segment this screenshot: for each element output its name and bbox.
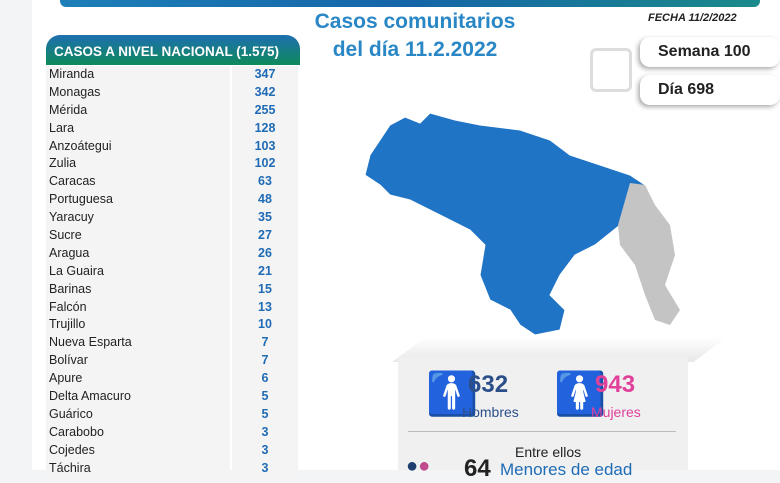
- state-name: Táchira: [46, 459, 230, 478]
- state-cases: 63: [232, 173, 298, 192]
- table-row: Portuguesa 48: [46, 191, 298, 210]
- state-cases: 21: [232, 262, 298, 281]
- state-name: Sucre: [46, 227, 230, 245]
- state-cases: 27: [232, 227, 298, 245]
- state-name: Apure: [46, 370, 230, 389]
- man-icon: 🚹: [426, 370, 479, 417]
- women-label: Mujeres: [591, 404, 641, 420]
- minors-label: Menores de edad: [500, 460, 633, 479]
- state-name: Zulia: [46, 155, 230, 174]
- state-name: Cojedes: [46, 441, 230, 460]
- state-name: Lara: [46, 119, 230, 138]
- table-row: Trujillo 10: [46, 316, 298, 335]
- map-states: [364, 112, 646, 336]
- state-cases: 5: [232, 388, 298, 406]
- state-cases: 26: [232, 244, 298, 263]
- table-row: La Guaira 21: [46, 262, 298, 281]
- entre-ellos-label: Entre ellos: [515, 444, 582, 460]
- state-cases: 342: [232, 83, 298, 102]
- table-row: Aragua 26: [46, 244, 298, 263]
- top-banner: [60, 0, 760, 7]
- table-row: Guárico 5: [46, 405, 298, 424]
- table-row: Zulia 102: [46, 155, 298, 174]
- title-line-1: Casos comunitarios: [314, 10, 516, 33]
- state-cases: 10: [232, 316, 298, 335]
- state-name: Portuguesa: [46, 191, 230, 210]
- table-row: Caracas 63: [46, 173, 298, 192]
- table-row: Lara 128: [46, 119, 298, 138]
- divider: [408, 431, 676, 432]
- table-row: Anzoátegui 103: [46, 137, 298, 156]
- men-label: Hombres: [462, 404, 519, 420]
- state-name: Anzoátegui: [46, 137, 230, 156]
- page-title: Casos comunitarios del día 11.2.2022: [300, 8, 530, 64]
- title-line-2: del día 11.2.2022: [332, 38, 498, 61]
- state-name: Carabobo: [46, 423, 230, 442]
- state-name: Bolívar: [46, 352, 230, 371]
- woman-icon: 🚺: [554, 370, 607, 417]
- state-cases: 15: [232, 280, 298, 299]
- men-count: 632: [468, 371, 509, 398]
- state-cases: 3: [232, 459, 298, 478]
- state-name: Barinas: [46, 280, 230, 299]
- state-name: La Guaira: [46, 262, 230, 281]
- table-row: Cojedes 3: [46, 441, 298, 460]
- state-name: Aragua: [46, 244, 230, 263]
- table-row: Yaracuy 35: [46, 209, 298, 228]
- state-name: Falcón: [46, 298, 230, 317]
- state-name: Nueva Esparta: [46, 334, 230, 353]
- state-cases: 255: [232, 101, 298, 120]
- state-cases: 35: [232, 209, 298, 228]
- table-row: Apure 6: [46, 370, 298, 389]
- table-row: Nueva Esparta 7: [46, 334, 298, 353]
- state-name: Trujillo: [46, 316, 230, 335]
- women-count: 943: [595, 371, 636, 398]
- state-name: Miranda: [46, 66, 230, 84]
- calendar-icon: [590, 48, 632, 92]
- minors-count: 64: [464, 455, 491, 482]
- state-table: Miranda 347 Monagas 342 Mérida 255 Lara 128 Anzo…: [46, 66, 298, 478]
- table-row: Bolívar 7: [46, 352, 298, 371]
- week-badge: Semana 100: [640, 37, 780, 67]
- table-row: Carabobo 3: [46, 423, 298, 442]
- table-row: Barinas 15: [46, 280, 298, 299]
- state-name: Monagas: [46, 83, 230, 102]
- state-cases: 5: [232, 405, 298, 424]
- state-cases: 128: [232, 119, 298, 138]
- table-row: Mérida 255: [46, 101, 298, 120]
- state-cases: 7: [232, 352, 298, 371]
- state-cases: 3: [232, 423, 298, 442]
- state-name: Mérida: [46, 101, 230, 120]
- state-cases: 13: [232, 298, 298, 317]
- stats-panel: 🚹 632 Hombres 🚺 943 Mujeres Entre ellos …: [398, 357, 688, 482]
- table-row: Sucre 27: [46, 227, 298, 245]
- date-label: FECHA 11/2/2022: [648, 12, 737, 24]
- table-row: Falcón 13: [46, 298, 298, 317]
- state-cases: 347: [232, 66, 298, 84]
- state-cases: 103: [232, 137, 298, 156]
- table-header: CASOS A NIVEL NACIONAL (1.575): [46, 35, 300, 65]
- state-cases: 7: [232, 334, 298, 353]
- state-name: Yaracuy: [46, 209, 230, 228]
- table-row: Miranda 347: [46, 66, 298, 84]
- children-icon: ●●: [406, 455, 431, 477]
- state-name: Delta Amacuro: [46, 388, 230, 406]
- state-cases: 6: [232, 370, 298, 389]
- state-name: Guárico: [46, 405, 230, 424]
- venezuela-map: [364, 112, 680, 336]
- day-badge: Día 698: [640, 75, 780, 105]
- map-esequibo: [618, 183, 680, 325]
- state-cases: 48: [232, 191, 298, 210]
- table-row: Táchira 3: [46, 459, 298, 478]
- state-name: Caracas: [46, 173, 230, 192]
- state-cases: 3: [232, 441, 298, 460]
- table-row: Delta Amacuro 5: [46, 388, 298, 406]
- table-row: Monagas 342: [46, 83, 298, 102]
- state-cases: 102: [232, 155, 298, 174]
